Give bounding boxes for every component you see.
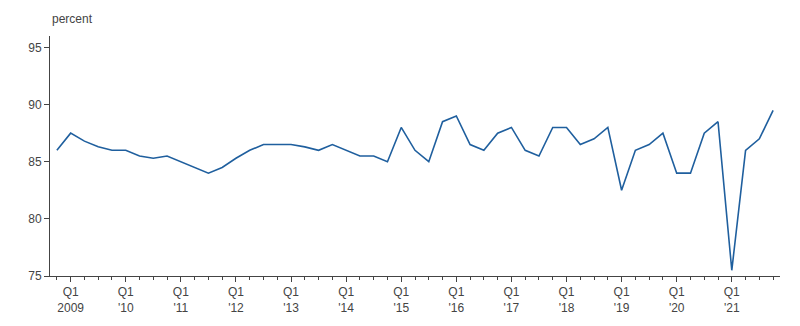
svg-text:85: 85 [28,155,42,169]
svg-text:Q1'10: Q1'10 [118,285,134,315]
svg-text:Q1'17: Q1'17 [503,285,519,315]
svg-text:Q1'21: Q1'21 [724,285,740,315]
svg-text:Q1'16: Q1'16 [448,285,464,315]
svg-text:90: 90 [28,98,42,112]
svg-text:Q1'14: Q1'14 [338,285,354,315]
svg-text:95: 95 [28,41,42,55]
svg-text:Q1'13: Q1'13 [283,285,299,315]
svg-text:Q1'11: Q1'11 [173,285,189,315]
svg-text:Q1'19: Q1'19 [614,285,630,315]
svg-text:Q1'12: Q1'12 [228,285,244,315]
svg-text:75: 75 [28,269,42,283]
svg-text:percent: percent [52,12,93,26]
svg-text:Q1'20: Q1'20 [669,285,685,315]
svg-text:Q1'15: Q1'15 [393,285,409,315]
svg-text:Q12009: Q12009 [57,285,84,315]
svg-text:Q1'18: Q1'18 [559,285,575,315]
svg-text:80: 80 [28,212,42,226]
